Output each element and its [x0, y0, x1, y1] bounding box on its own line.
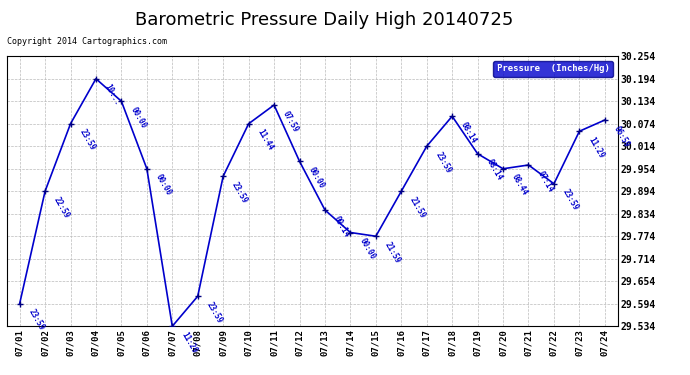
Text: 00:00: 00:00 [306, 165, 326, 190]
Text: 23:59: 23:59 [230, 180, 250, 205]
Text: 07:59: 07:59 [281, 109, 300, 134]
Text: 00:00: 00:00 [128, 105, 148, 130]
Text: 23:59: 23:59 [205, 300, 224, 325]
Text: 10:..: 10:.. [103, 83, 122, 108]
Text: 22:59: 22:59 [52, 195, 71, 220]
Text: 06:59: 06:59 [612, 124, 631, 149]
Text: 21:59: 21:59 [408, 195, 428, 220]
Text: 21:59: 21:59 [383, 240, 402, 265]
Text: 08:44: 08:44 [510, 173, 529, 198]
Text: 23:59: 23:59 [77, 128, 97, 153]
Text: Copyright 2014 Cartographics.com: Copyright 2014 Cartographics.com [7, 38, 167, 46]
Text: 23:59: 23:59 [561, 188, 580, 213]
Text: 11:29: 11:29 [179, 330, 199, 355]
Text: 11:29: 11:29 [586, 135, 606, 160]
Text: 00:00: 00:00 [357, 237, 377, 261]
Text: Barometric Pressure Daily High 20140725: Barometric Pressure Daily High 20140725 [135, 11, 513, 29]
Legend: Pressure  (Inches/Hg): Pressure (Inches/Hg) [493, 61, 613, 77]
Text: 08:14: 08:14 [484, 158, 504, 183]
Text: 08:14: 08:14 [459, 120, 478, 145]
Text: 07:14: 07:14 [535, 169, 555, 194]
Text: 11:44: 11:44 [255, 128, 275, 153]
Text: 23:59: 23:59 [434, 150, 453, 175]
Text: 09:14: 09:14 [332, 214, 351, 239]
Text: 23:59: 23:59 [27, 308, 46, 333]
Text: 00:00: 00:00 [154, 173, 173, 198]
